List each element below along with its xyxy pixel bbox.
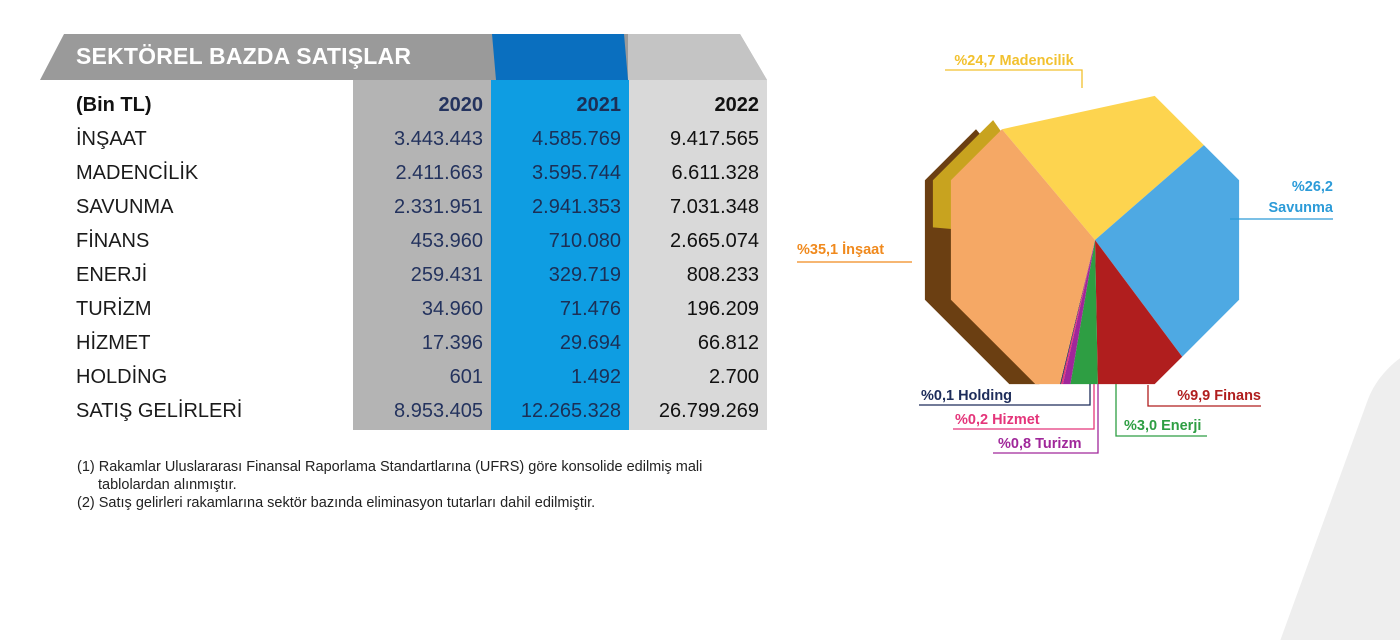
value-2022: 9.417.565 xyxy=(670,128,759,150)
pie-slice-enerji xyxy=(1070,240,1098,385)
value-2020: 2.331.951 xyxy=(394,196,483,218)
pie-leader-hizmet xyxy=(953,384,1095,430)
sector-label: HİZMET xyxy=(76,332,151,354)
footnote-1-continued: tablolardan alınmıştır. xyxy=(98,477,237,493)
value-2020: 34.960 xyxy=(421,298,483,320)
table-row: MADENCİLİK 2.411.663 3.595.744 6.611.328 xyxy=(0,156,767,190)
pie-slice-madencilik xyxy=(1002,95,1204,241)
value-2022: 196.209 xyxy=(686,298,759,320)
pie-slice-hizmet xyxy=(1061,240,1095,385)
pie-leader-turizm xyxy=(993,384,1099,454)
sector-label: SAVUNMA xyxy=(76,196,174,218)
pie-label-finans: %9,9 Finans xyxy=(1177,388,1261,404)
table-row: TURİZM 34.960 71.476 196.209 xyxy=(0,292,767,326)
table-row: İNŞAAT 3.443.443 4.585.769 9.417.565 xyxy=(0,122,767,156)
header-2021: 2021 xyxy=(576,94,622,116)
value-2022: 7.031.348 xyxy=(670,196,759,218)
value-2021: 710.080 xyxy=(548,230,621,252)
footnote-1: (1) Rakamlar Uluslararası Finansal Rapor… xyxy=(77,459,703,475)
pie-slice-savunma xyxy=(1095,145,1240,357)
sector-label: İNŞAAT xyxy=(76,128,147,150)
sector-label: MADENCİLİK xyxy=(76,162,199,184)
footnotes: (1) Rakamlar Uluslararası Finansal Rapor… xyxy=(77,458,702,512)
column-2021-background xyxy=(491,80,629,430)
pie-leader-madencilik xyxy=(945,69,1083,88)
page-title: SEKTÖREL BAZDA SATIŞLAR xyxy=(76,43,412,69)
table-row: SAVUNMA 2.331.951 2.941.353 7.031.348 xyxy=(0,190,767,224)
value-2021: 329.719 xyxy=(548,264,621,286)
value-2020: 3.443.443 xyxy=(394,128,483,150)
table-row: SATIŞ GELİRLERİ 8.953.405 12.265.328 26.799… xyxy=(0,394,767,428)
sector-label: TURİZM xyxy=(76,298,152,320)
pie-label-savunma-name: Savunma xyxy=(1269,200,1334,216)
sector-label: ENERJİ xyxy=(76,264,148,286)
header-2022: 2022 xyxy=(714,94,760,116)
sector-pie-chart: %24,7 Madencilik %26,2 Savunma %35,1 İnşaat… xyxy=(797,53,1334,454)
value-2020: 259.431 xyxy=(410,264,483,286)
value-2021: 71.476 xyxy=(559,298,621,320)
value-2021: 29.694 xyxy=(559,332,621,354)
value-2022: 2.700 xyxy=(708,366,759,388)
value-2022: 66.812 xyxy=(697,332,759,354)
value-2022: 6.611.328 xyxy=(671,162,760,184)
pie-leader-enerji xyxy=(1115,384,1207,437)
value-2020: 8.953.405 xyxy=(394,400,483,422)
pie-label-madencilik: %24,7 Madencilik xyxy=(954,53,1074,69)
value-2020: 601 xyxy=(449,366,483,388)
pie-label-enerji: %3,0 Enerji xyxy=(1124,418,1201,434)
unit-label: (Bin TL) xyxy=(76,94,152,116)
table-row: HOLDİNG 601 1.492 2.700 xyxy=(0,360,767,394)
value-2022: 2.665.074 xyxy=(670,230,759,252)
sector-label: FİNANS xyxy=(76,230,150,252)
table-row: ENERJİ 259.431 329.719 808.233 xyxy=(0,258,767,292)
value-2021: 2.941.353 xyxy=(532,196,621,218)
value-2021: 1.492 xyxy=(570,366,621,388)
value-2020: 453.960 xyxy=(410,230,483,252)
header-2020: 2020 xyxy=(438,94,484,116)
value-2021: 4.585.769 xyxy=(532,128,621,150)
value-2020: 17.396 xyxy=(421,332,483,354)
table-row: HİZMET 17.396 29.694 66.812 xyxy=(0,326,767,360)
value-2021: 3.595.744 xyxy=(532,162,621,184)
pie-label-insaat: %35,1 İnşaat xyxy=(797,241,884,258)
pie-slice-finans xyxy=(1095,240,1183,385)
pie-slice-turizm xyxy=(1062,240,1095,385)
sector-label: SATIŞ GELİRLERİ xyxy=(76,400,243,422)
value-2022: 26.799.269 xyxy=(658,400,759,422)
pie-label-holding: %0,1 Holding xyxy=(921,388,1012,404)
table-row: FİNANS 453.960 710.080 2.665.074 xyxy=(0,224,767,258)
table-header-row: (Bin TL) 2020 2021 2022 xyxy=(0,88,767,122)
pie-label-savunma-percent: %26,2 xyxy=(1292,179,1333,195)
pie-label-turizm: %0,8 Turizm xyxy=(998,436,1082,452)
pie-slice-holding xyxy=(1060,240,1095,385)
pie-label-hizmet: %0,2 Hizmet xyxy=(955,412,1040,428)
pie-slice-i̇nşaat xyxy=(950,129,1095,385)
pie-leader-finans xyxy=(1147,385,1261,407)
column-2022-background xyxy=(629,80,767,430)
value-2021: 12.265.328 xyxy=(520,400,621,422)
value-2020: 2.411.663 xyxy=(395,162,484,184)
pie-leader-holding xyxy=(919,384,1091,406)
value-2022: 808.233 xyxy=(686,264,759,286)
title-banner: SEKTÖREL BAZDA SATIŞLAR xyxy=(40,34,767,80)
sector-label: HOLDİNG xyxy=(76,366,168,388)
footnote-2: (2) Satış gelirleri rakamlarına sektör b… xyxy=(77,495,596,511)
column-2020-background xyxy=(353,80,491,430)
